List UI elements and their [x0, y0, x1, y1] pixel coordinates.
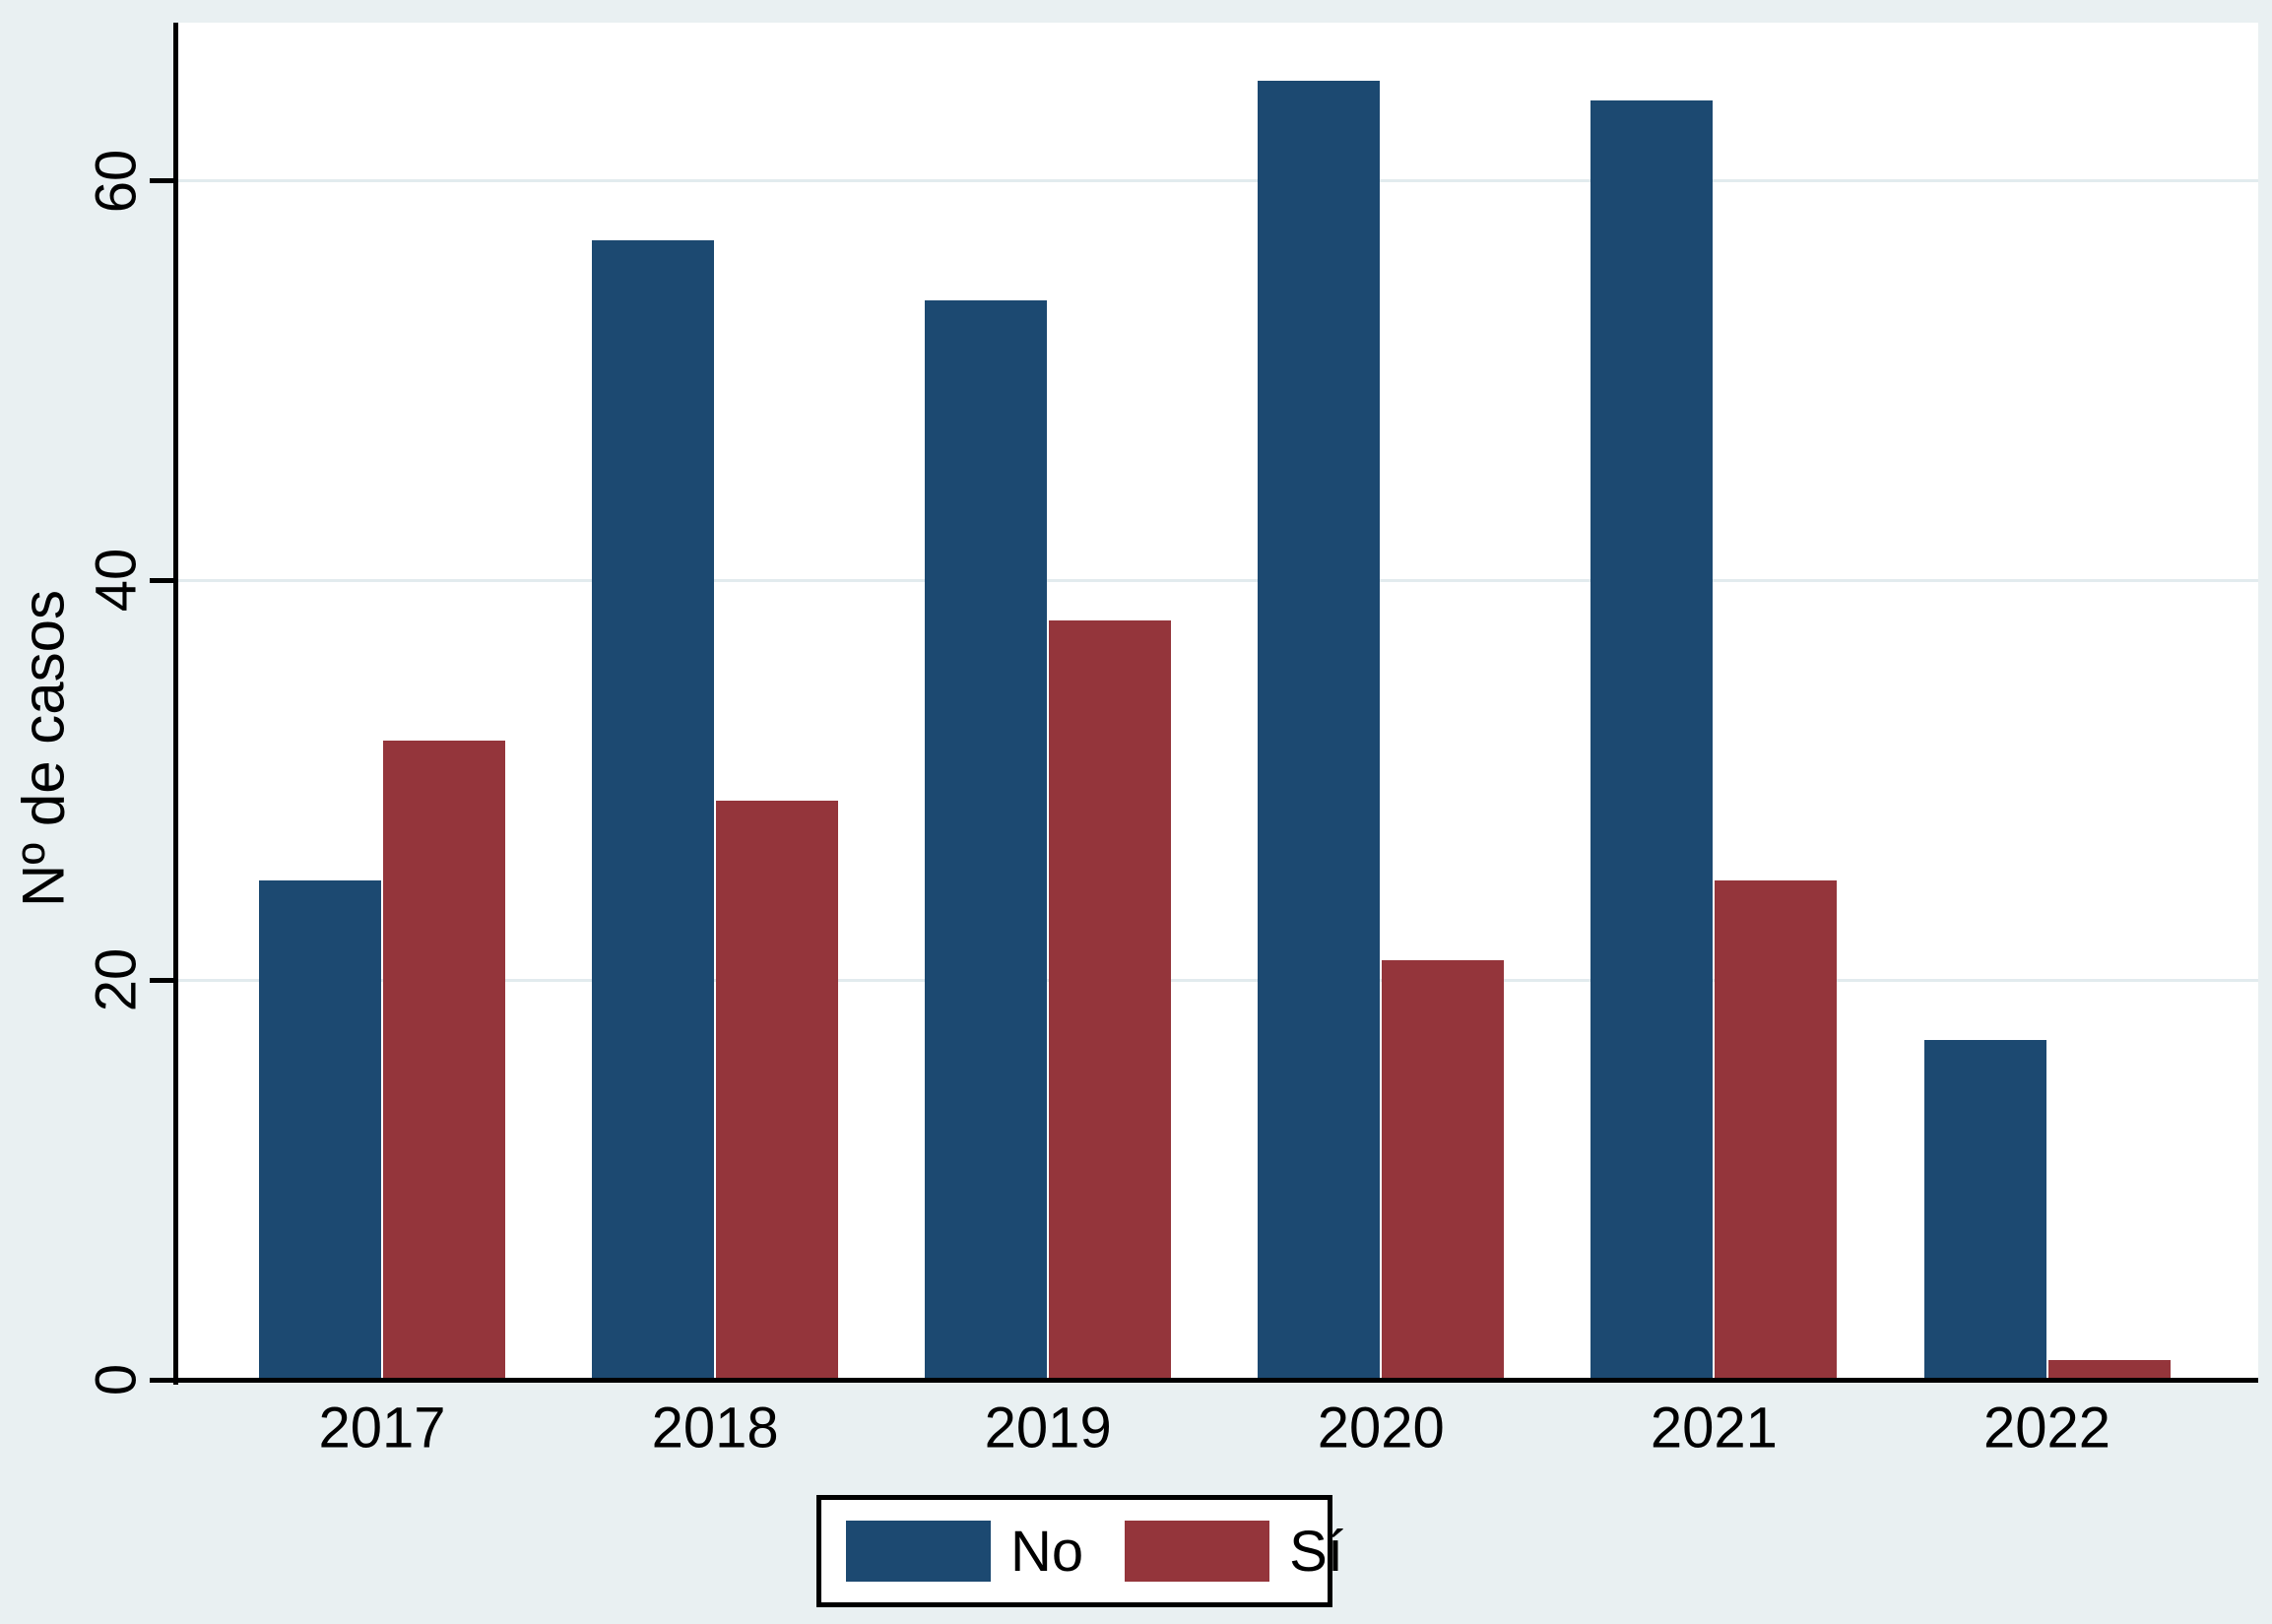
y-tick-mark-0: [150, 1377, 175, 1383]
gridline-y-60: [175, 179, 2258, 183]
bar-sí-2022: [2047, 1359, 2171, 1380]
y-tick-label-40: 40: [84, 549, 149, 613]
y-tick-label-60: 60: [84, 149, 149, 213]
bar-sí-2018: [716, 800, 839, 1380]
bar-no-2018: [592, 240, 715, 1380]
bar-no-2022: [1923, 1040, 2046, 1380]
y-axis-title: Nº de casos: [10, 589, 77, 908]
y-tick-label-0: 0: [84, 1363, 149, 1397]
y-tick-label-20: 20: [84, 947, 149, 1012]
x-axis-line: [173, 1378, 2258, 1383]
y-tick-mark-60: [150, 178, 175, 184]
x-tick-label-2022: 2022: [1982, 1396, 2111, 1461]
x-tick-label-2021: 2021: [1650, 1396, 1778, 1461]
x-tick-label-2019: 2019: [984, 1396, 1112, 1461]
bar-sí-2020: [1382, 959, 1505, 1380]
gridline-y-40: [175, 578, 2258, 582]
legend-label-no: No: [1010, 1519, 1084, 1584]
legend: No Sí: [816, 1495, 1343, 1607]
bar-no-2021: [1590, 100, 1714, 1380]
legend-label-si: Sí: [1289, 1519, 1343, 1584]
y-tick-mark-20: [150, 977, 175, 983]
bar-sí-2017: [383, 740, 505, 1380]
bar-no-2019: [925, 300, 1048, 1380]
legend-swatch-si: [1125, 1521, 1270, 1582]
x-tick-label-2017: 2017: [318, 1396, 446, 1461]
bar-sí-2019: [1049, 619, 1172, 1380]
bar-no-2020: [1258, 81, 1381, 1380]
bar-sí-2021: [1715, 879, 1838, 1380]
bar-no-2017: [259, 879, 381, 1380]
y-axis-line: [173, 23, 178, 1385]
plot-area: [175, 23, 2258, 1380]
y-tick-mark-40: [150, 577, 175, 583]
legend-swatch-no: [846, 1521, 991, 1582]
gridline-y-20: [175, 978, 2258, 982]
x-tick-label-2020: 2020: [1317, 1396, 1445, 1461]
x-tick-label-2018: 2018: [651, 1396, 779, 1461]
